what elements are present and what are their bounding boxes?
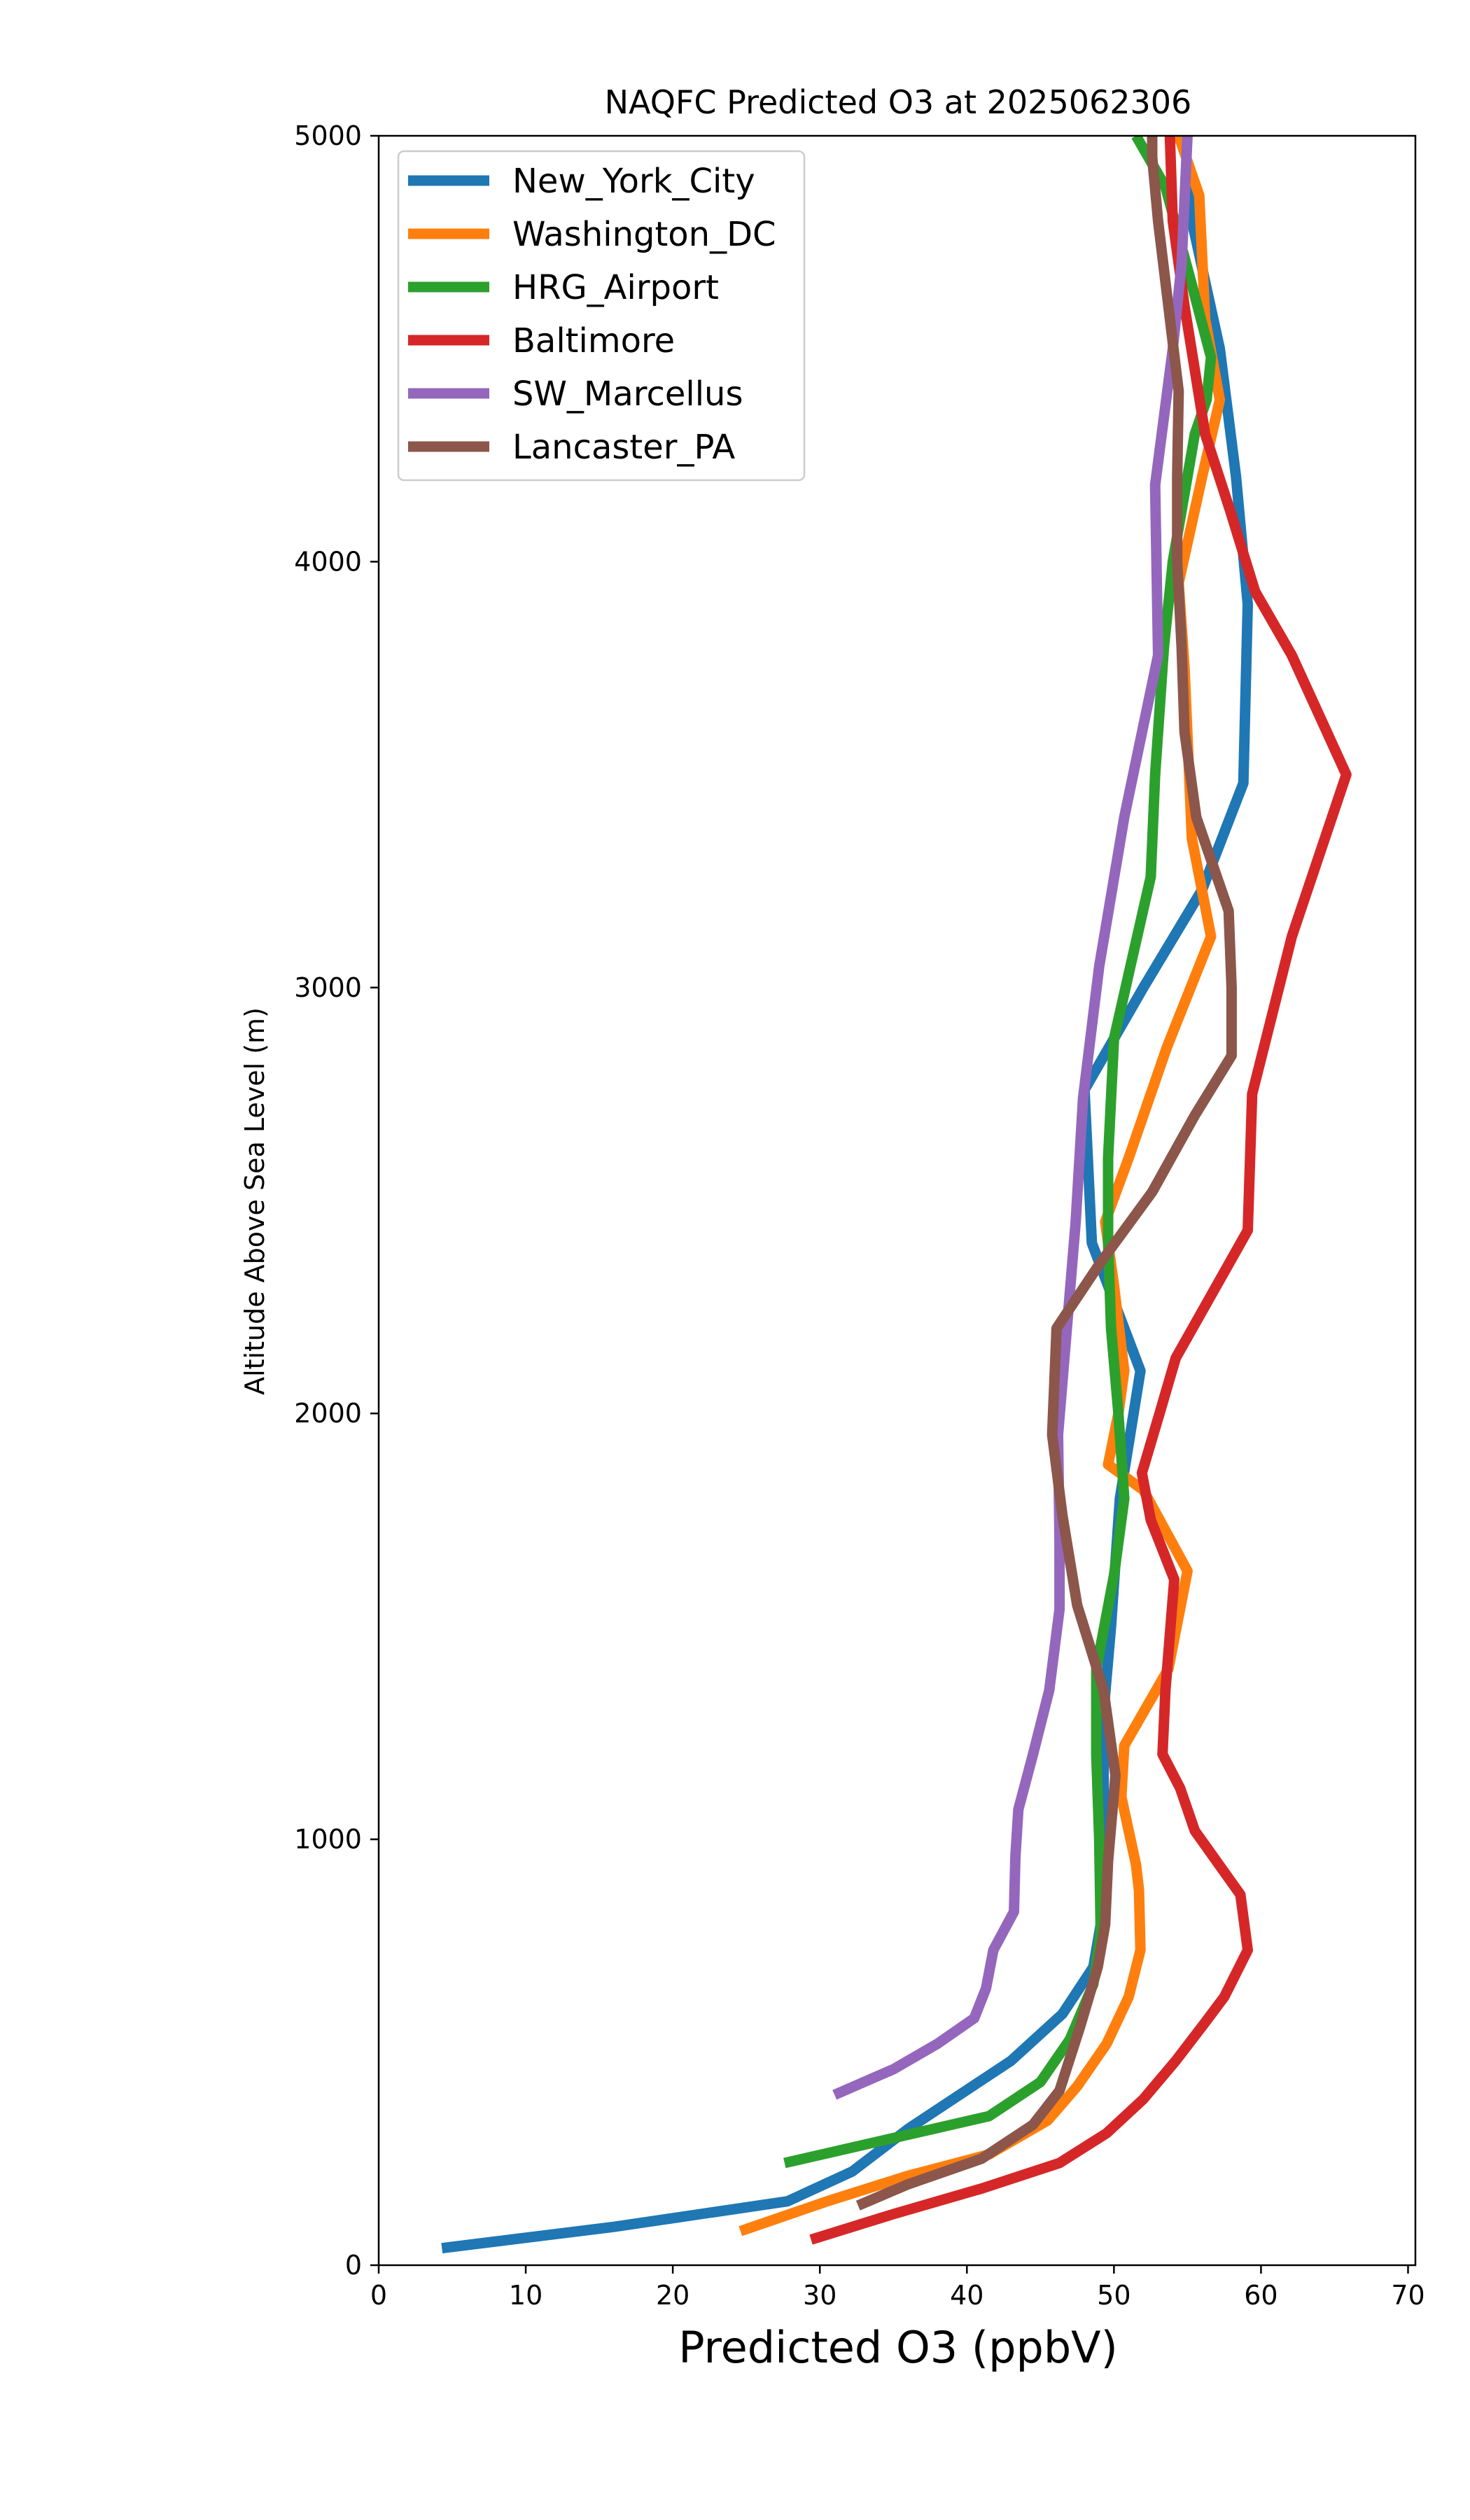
x-axis-label: Predicted O3 (ppbV) [678, 2322, 1118, 2373]
legend-label: Baltimore [512, 321, 675, 360]
legend-label: New_York_City [512, 162, 755, 201]
legend-box [397, 150, 806, 482]
y-axis-label: Altitude Above Sea Level (m) [239, 1007, 270, 1395]
series-line-lancaster-pa [855, 136, 1237, 2211]
legend-label: HRG_Airport [512, 268, 719, 307]
y-tick-label: 3000 [294, 972, 362, 1003]
x-tick-label: 50 [1097, 2280, 1130, 2311]
legend-label: Washington_DC [512, 215, 776, 254]
y-tick-label: 1000 [294, 1824, 362, 1855]
x-axis: 0 10 20 30 40 50 60 70 [370, 2265, 1425, 2311]
series-line-sw-marcellus [832, 136, 1193, 2100]
chart-title: NAQFC Predicted O3 at 2025062306 [605, 83, 1192, 121]
series-layer [441, 136, 1352, 2254]
legend: New_York_City Washington_DC HRG_Airport Bal… [397, 150, 806, 482]
y-axis: 0 1000 2000 3000 4000 5000 [294, 120, 379, 2281]
x-tick-label: 20 [656, 2280, 690, 2311]
x-tick-label: 70 [1391, 2280, 1424, 2311]
y-tick-label: 2000 [294, 1398, 362, 1429]
legend-label: SW_Marcellus [512, 374, 743, 414]
x-tick-label: 30 [803, 2280, 836, 2311]
legend-label: Lancaster_PA [512, 428, 735, 467]
plot-frame [377, 134, 1417, 2267]
x-tick-label: 60 [1244, 2280, 1278, 2311]
x-tick-label: 40 [950, 2280, 983, 2311]
x-tick-label: 10 [509, 2280, 542, 2311]
series-line-baltimore [809, 136, 1352, 2245]
y-tick-label: 4000 [294, 546, 362, 577]
y-tick-label: 5000 [294, 120, 362, 151]
y-tick-label: 0 [345, 2250, 362, 2281]
x-tick-label: 0 [370, 2280, 387, 2311]
